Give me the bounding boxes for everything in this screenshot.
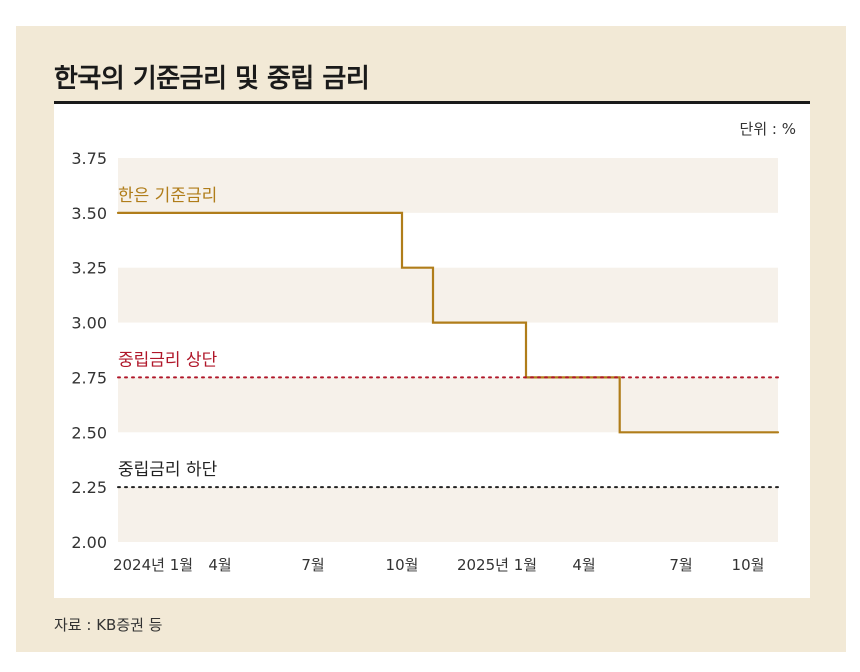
y-tick-label: 2.50: [71, 423, 107, 442]
x-tick-label: 10월: [386, 556, 419, 574]
neutral-lower-label: 중립금리 하단: [118, 460, 218, 480]
base-rate-line: [116, 211, 780, 434]
x-tick-label: 2025년 1월: [457, 556, 537, 574]
source-note: 자료 : KB증권 등: [54, 616, 163, 634]
neutral-upper-label: 중립금리 상단: [118, 350, 218, 370]
y-tick-label: 2.75: [71, 368, 107, 387]
grid-band: [118, 377, 778, 433]
x-tick-label: 10월: [732, 556, 765, 574]
y-tick-label: 3.00: [71, 314, 107, 333]
x-tick-label: 4월: [572, 556, 595, 574]
x-tick-label: 7월: [301, 556, 324, 574]
y-tick-label: 3.50: [71, 204, 107, 223]
grid-band: [118, 267, 778, 323]
grid-band: [118, 487, 778, 542]
grid-band: [118, 158, 778, 213]
y-tick-label: 3.25: [71, 259, 107, 278]
unit-label: 단위 : %: [739, 120, 796, 138]
y-tick-label: 2.00: [71, 533, 107, 552]
x-tick-label: 7월: [669, 556, 692, 574]
chart-title: 한국의 기준금리 및 중립 금리: [54, 64, 370, 94]
x-tick-label: 2024년 1월: [113, 556, 193, 574]
title-rule: [54, 101, 810, 104]
base-rate-label: 한은 기준금리: [118, 186, 217, 206]
y-tick-label: 2.25: [71, 478, 107, 497]
y-tick-label: 3.75: [71, 149, 107, 168]
x-tick-label: 4월: [208, 556, 231, 574]
